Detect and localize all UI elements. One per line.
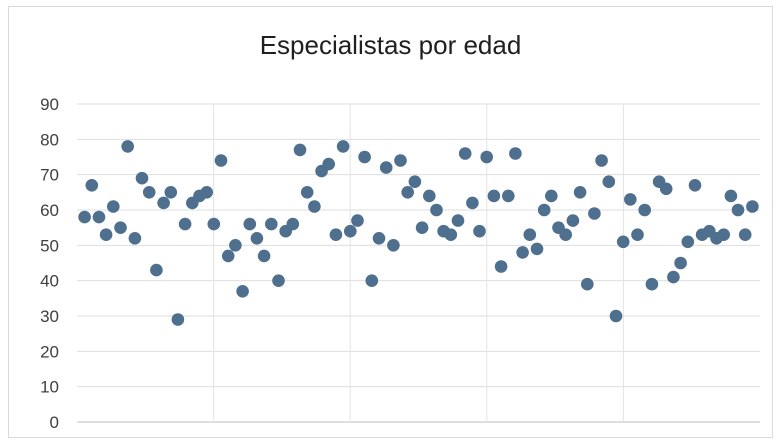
data-point: [336, 140, 350, 153]
data-point: [92, 210, 106, 224]
data-point: [523, 228, 537, 241]
y-tick-label: 80: [40, 130, 59, 149]
data-point: [214, 154, 228, 167]
data-point: [157, 196, 170, 210]
data-point: [265, 217, 278, 231]
data-point: [150, 263, 163, 277]
data-point: [609, 309, 623, 323]
data-point: [121, 140, 134, 153]
data-point: [624, 193, 637, 206]
data-point: [545, 189, 558, 203]
data-point: [372, 232, 386, 245]
data-point: [243, 217, 257, 231]
data-point: [595, 154, 608, 167]
data-point: [286, 217, 300, 231]
data-point: [272, 274, 285, 288]
data-point: [99, 228, 113, 241]
data-point: [387, 239, 400, 252]
data-point: [171, 313, 185, 326]
data-point: [107, 200, 120, 213]
data-point: [250, 232, 264, 245]
data-point: [566, 214, 580, 227]
data-point: [257, 249, 271, 263]
data-point: [573, 186, 587, 199]
data-point: [207, 217, 221, 231]
data-point: [631, 228, 644, 241]
data-point: [674, 256, 687, 270]
data-point: [731, 203, 745, 217]
data-point: [415, 221, 429, 234]
data-point: [444, 228, 458, 241]
data-point: [229, 239, 242, 252]
data-point: [659, 182, 673, 196]
data-point: [616, 235, 630, 249]
data-point: [588, 207, 601, 220]
data-point: [502, 189, 515, 203]
data-point: [688, 179, 702, 192]
data-point: [322, 157, 336, 171]
data-point: [394, 154, 407, 167]
data-point: [221, 249, 235, 263]
data-point: [78, 210, 91, 224]
data-point: [487, 189, 501, 203]
data-point: [681, 235, 695, 249]
data-point: [717, 228, 730, 241]
data-point: [344, 224, 357, 238]
data-point: [358, 150, 371, 164]
y-tick-label: 90: [40, 95, 59, 114]
y-tick-label: 60: [40, 201, 59, 220]
data-point: [142, 186, 156, 199]
data-point: [128, 232, 142, 245]
chart-frame: [8, 6, 773, 438]
data-point: [559, 228, 572, 241]
data-point: [293, 143, 307, 157]
y-tick-label: 40: [40, 272, 59, 291]
data-point: [200, 186, 213, 199]
data-point: [401, 186, 415, 199]
data-point: [365, 274, 379, 288]
chart-title: Especialistas por edad: [259, 30, 522, 60]
data-point: [114, 221, 127, 234]
y-tick-label: 30: [40, 307, 59, 326]
data-point: [480, 150, 494, 164]
data-point: [135, 171, 149, 185]
data-point: [638, 203, 651, 217]
data-point: [85, 179, 99, 192]
data-point: [581, 277, 594, 291]
data-point: [308, 200, 321, 213]
data-point: [451, 214, 465, 227]
data-point: [300, 186, 314, 199]
data-point: [645, 277, 659, 291]
data-point: [738, 228, 752, 241]
data-point: [494, 260, 508, 273]
data-point: [667, 270, 680, 284]
data-point: [178, 217, 192, 231]
data-point: [408, 175, 422, 188]
data-point: [236, 285, 249, 298]
data-point: [379, 161, 393, 174]
data-point: [423, 189, 436, 203]
data-point: [329, 228, 343, 241]
data-point: [530, 242, 544, 256]
data-point: [164, 186, 178, 199]
y-tick-label: 70: [40, 166, 59, 185]
y-tick-label: 10: [40, 378, 59, 397]
y-tick-label: 0: [50, 413, 59, 432]
data-point: [724, 189, 738, 203]
y-tick-label: 50: [40, 236, 59, 255]
data-point: [537, 203, 551, 217]
data-point: [458, 147, 472, 160]
data-point: [430, 203, 443, 217]
data-point: [473, 224, 486, 238]
data-point: [509, 147, 522, 160]
data-point: [746, 200, 759, 213]
data-point: [466, 196, 479, 210]
data-point: [351, 214, 364, 227]
data-point: [516, 246, 529, 259]
data-point: [602, 175, 616, 188]
y-tick-label: 20: [40, 342, 59, 361]
